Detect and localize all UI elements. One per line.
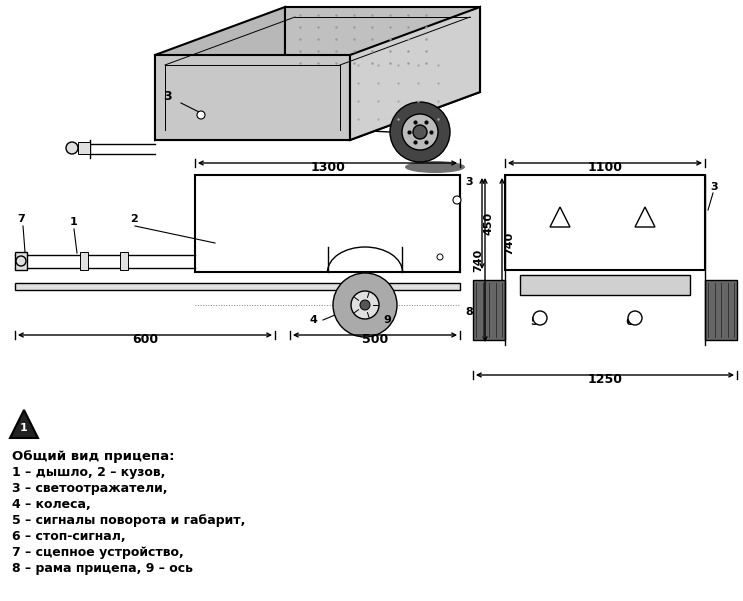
Circle shape xyxy=(351,291,379,319)
Text: 5 – сигналы поворота и габарит,: 5 – сигналы поворота и габарит, xyxy=(12,514,245,527)
Polygon shape xyxy=(473,280,505,340)
Text: 3: 3 xyxy=(710,182,718,192)
Text: 8: 8 xyxy=(465,307,473,317)
Polygon shape xyxy=(155,7,285,140)
Polygon shape xyxy=(705,280,737,340)
Polygon shape xyxy=(155,55,350,140)
Circle shape xyxy=(16,256,26,266)
Circle shape xyxy=(413,125,427,139)
Circle shape xyxy=(66,142,78,154)
Text: Общий вид прицепа:: Общий вид прицепа: xyxy=(12,450,175,463)
Text: 5: 5 xyxy=(530,317,538,327)
Text: 4 – колеса,: 4 – колеса, xyxy=(12,498,91,511)
Text: 1: 1 xyxy=(20,423,28,433)
Polygon shape xyxy=(285,7,480,92)
Circle shape xyxy=(197,111,205,119)
Text: 1 – дышло, 2 – кузов,: 1 – дышло, 2 – кузов, xyxy=(12,466,166,479)
Text: 500: 500 xyxy=(362,333,388,346)
Polygon shape xyxy=(10,410,38,438)
Polygon shape xyxy=(350,7,480,140)
Circle shape xyxy=(628,311,642,325)
Text: 740: 740 xyxy=(473,248,483,272)
Text: 6 – стоп-сигнал,: 6 – стоп-сигнал, xyxy=(12,530,126,543)
Polygon shape xyxy=(15,283,460,290)
Text: 450: 450 xyxy=(484,212,494,235)
Text: 4: 4 xyxy=(310,315,318,325)
Circle shape xyxy=(390,102,450,162)
Text: 8 – рама прицепа, 9 – ось: 8 – рама прицепа, 9 – ось xyxy=(12,562,193,575)
Text: 1100: 1100 xyxy=(588,161,623,174)
Text: 1300: 1300 xyxy=(310,161,345,174)
Circle shape xyxy=(333,273,397,337)
Text: 600: 600 xyxy=(132,333,158,346)
Polygon shape xyxy=(80,252,88,270)
Circle shape xyxy=(533,311,547,325)
Polygon shape xyxy=(505,175,705,270)
Polygon shape xyxy=(15,252,27,270)
Polygon shape xyxy=(155,92,480,140)
Text: 7 – сцепное устройство,: 7 – сцепное устройство, xyxy=(12,546,184,559)
Text: 3: 3 xyxy=(465,177,473,187)
Text: 2: 2 xyxy=(130,214,137,224)
Text: 1: 1 xyxy=(70,217,78,227)
Circle shape xyxy=(402,114,438,150)
Circle shape xyxy=(360,300,370,310)
Text: 6: 6 xyxy=(625,317,633,327)
Text: 3 – светоотражатели,: 3 – светоотражатели, xyxy=(12,482,167,495)
Polygon shape xyxy=(120,252,128,270)
Text: 740: 740 xyxy=(504,232,514,255)
Circle shape xyxy=(453,196,461,204)
Text: 9: 9 xyxy=(383,315,391,325)
Text: 7: 7 xyxy=(17,214,25,224)
Text: 3: 3 xyxy=(163,90,172,103)
Polygon shape xyxy=(195,175,460,272)
Circle shape xyxy=(437,254,443,260)
Polygon shape xyxy=(520,275,690,295)
Text: 1250: 1250 xyxy=(588,373,623,386)
Ellipse shape xyxy=(405,161,465,173)
Polygon shape xyxy=(78,142,90,154)
